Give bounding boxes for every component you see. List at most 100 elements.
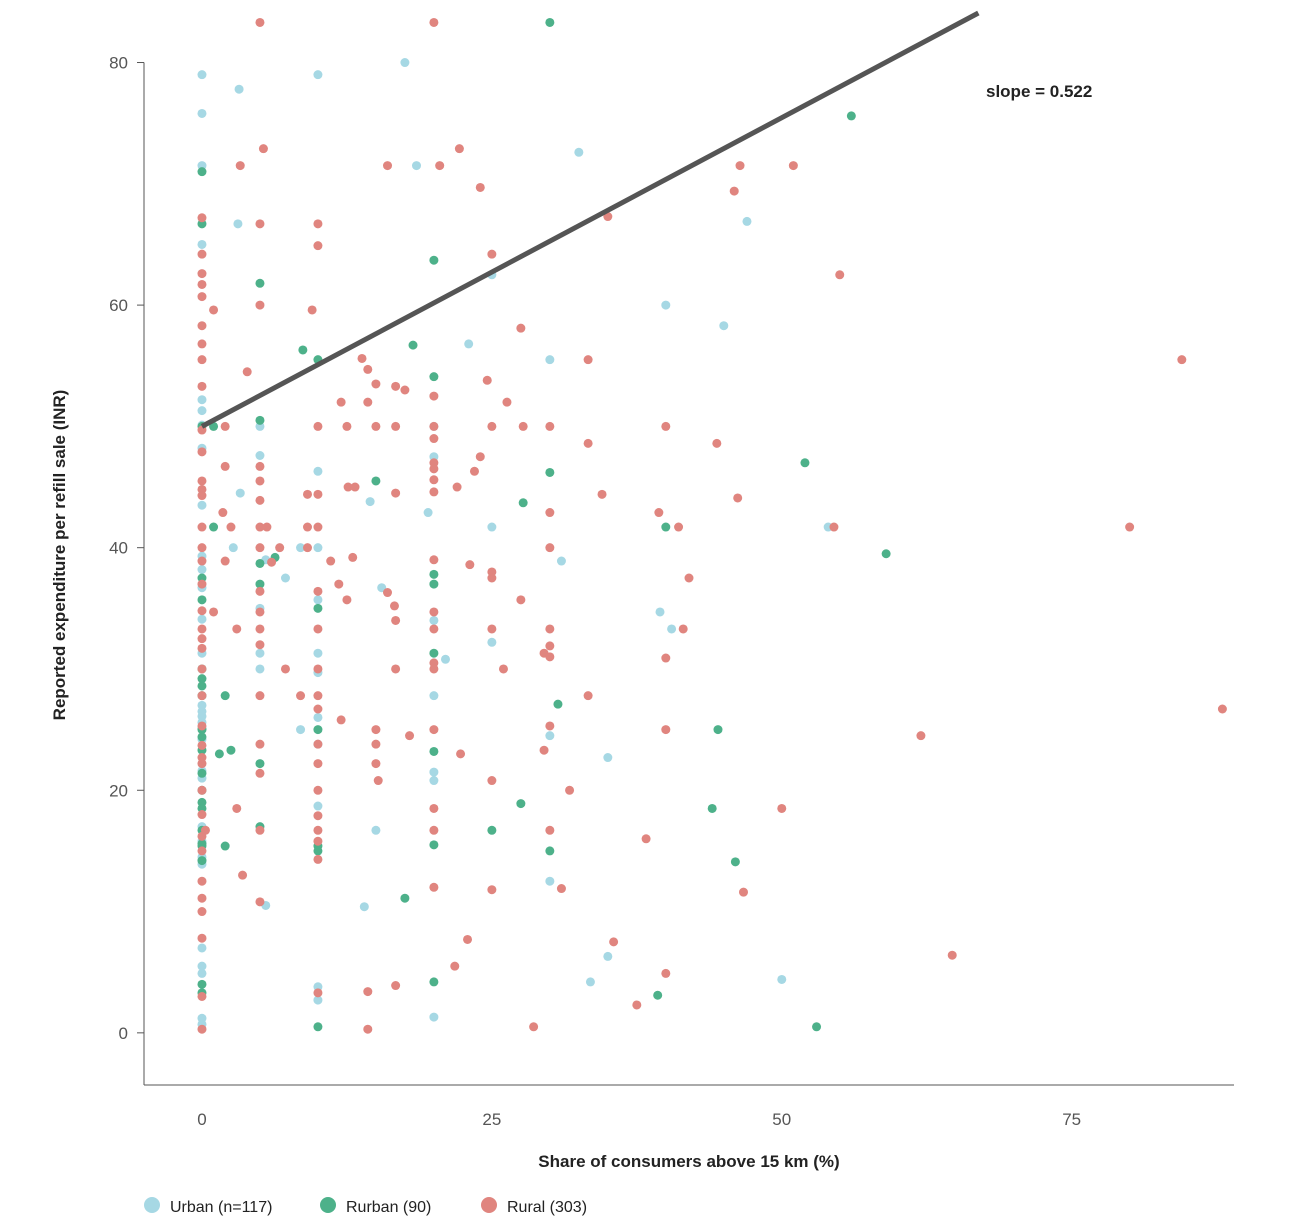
rural-point: [313, 421, 323, 431]
urban-point: [313, 595, 323, 605]
rural-point: [429, 624, 439, 634]
rural-point: [545, 825, 555, 835]
rural-point: [357, 353, 367, 363]
rural-point: [435, 161, 445, 171]
x-tick-label: 25: [482, 1110, 501, 1129]
rural-point: [336, 715, 346, 725]
rural-point: [661, 421, 671, 431]
rural-point: [197, 447, 207, 457]
rural-point: [383, 588, 393, 598]
rural-point: [529, 1022, 539, 1032]
urban-point: [233, 219, 243, 229]
urban-point: [429, 691, 439, 701]
rurban-point: [197, 979, 207, 989]
rural-point: [829, 522, 839, 532]
rural-point: [326, 556, 336, 566]
urban-point: [429, 1012, 439, 1022]
urban-point: [197, 614, 207, 624]
urban-point: [661, 300, 671, 310]
rurban-point: [545, 467, 555, 477]
rurban-point: [255, 558, 265, 568]
rural-point: [487, 573, 497, 583]
rural-point: [197, 933, 207, 943]
legend-label: Rurban (90): [346, 1199, 431, 1216]
rural-point: [487, 776, 497, 786]
rural-point: [313, 988, 323, 998]
rural-point: [197, 321, 207, 331]
rural-point: [255, 17, 265, 27]
legend-swatch: [320, 1197, 336, 1213]
rural-point: [363, 397, 373, 407]
urban-point: [777, 974, 787, 984]
urban-point: [234, 84, 244, 94]
rural-point: [429, 17, 439, 27]
rurban-point: [197, 768, 207, 778]
rural-point: [220, 461, 230, 471]
x-tick-label: 0: [197, 1110, 206, 1129]
rural-point: [389, 601, 399, 611]
rural-point: [735, 161, 745, 171]
rural-point: [296, 691, 306, 701]
rurban-point: [553, 699, 563, 709]
rural-point: [197, 279, 207, 289]
rural-point: [429, 725, 439, 735]
rural-point: [391, 615, 401, 625]
series-rural: [197, 17, 1227, 1034]
rural-point: [235, 161, 245, 171]
legend-item: Urban (n=117): [144, 1197, 272, 1216]
rural-point: [255, 219, 265, 229]
rural-point: [545, 421, 555, 431]
urban-point: [197, 961, 207, 971]
urban-point: [313, 801, 323, 811]
urban-point: [313, 712, 323, 722]
rural-point: [313, 854, 323, 864]
urban-point: [197, 108, 207, 118]
rural-point: [336, 397, 346, 407]
urban-point: [197, 406, 207, 416]
rural-point: [197, 476, 207, 486]
urban-point: [313, 70, 323, 80]
urban-point: [655, 607, 665, 617]
rural-point: [429, 421, 439, 431]
rural-point: [197, 643, 207, 653]
rural-point: [391, 381, 401, 391]
rural-point: [313, 586, 323, 596]
rurban-point: [400, 893, 410, 903]
urban-point: [412, 161, 421, 171]
rurban-point: [707, 803, 717, 813]
rural-point: [313, 522, 323, 532]
rural-point: [516, 323, 526, 333]
rurban-point: [518, 498, 528, 508]
rural-point: [429, 487, 439, 497]
rural-point: [197, 606, 207, 616]
urban-point: [464, 339, 474, 349]
rurban-point: [545, 17, 555, 27]
rural-point: [197, 355, 207, 365]
rurban-point: [408, 340, 418, 350]
urban-point: [235, 488, 245, 498]
urban-point: [359, 902, 369, 912]
rural-point: [1217, 704, 1227, 714]
rural-point: [429, 607, 439, 617]
rurban-point: [197, 681, 207, 691]
urban-point: [255, 648, 265, 658]
rural-point: [197, 893, 207, 903]
rural-point: [197, 624, 207, 634]
rural-point: [255, 897, 265, 907]
rural-point: [545, 721, 555, 731]
rural-point: [313, 241, 323, 251]
rural-point: [209, 305, 219, 315]
axes: 0 20 40 60 80 0 25 50 75: [109, 54, 1234, 1129]
series-rurban: [197, 17, 891, 1032]
rural-point: [313, 825, 323, 835]
rural-point: [454, 144, 464, 154]
rural-point: [674, 522, 684, 532]
rurban-point: [197, 732, 207, 742]
rurban-point: [226, 745, 236, 755]
urban-point: [296, 725, 306, 735]
rural-point: [255, 825, 265, 835]
rural-point: [238, 870, 248, 880]
urban-point: [585, 977, 595, 987]
rural-point: [197, 721, 207, 731]
